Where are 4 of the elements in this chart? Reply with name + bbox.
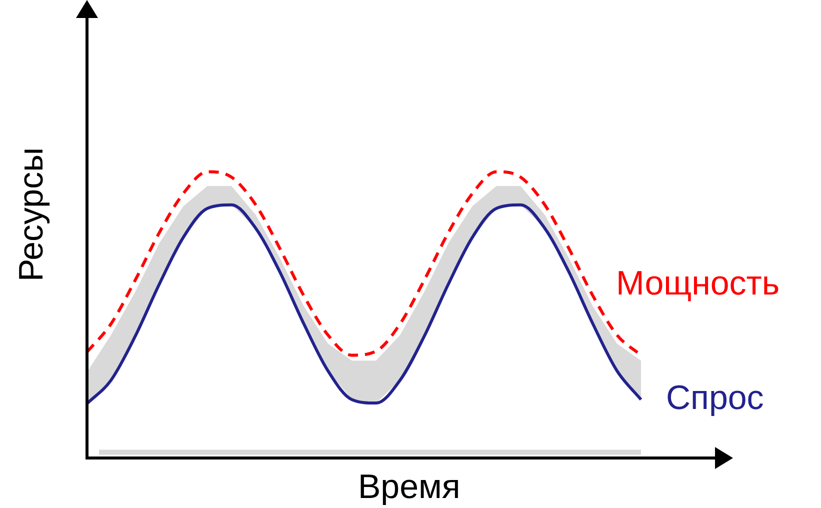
- series-label: Мощность: [616, 264, 780, 303]
- y-axis-title: Ресурсы: [12, 147, 52, 282]
- x-axis-title: Время: [358, 468, 460, 507]
- series-label: Спрос: [666, 378, 764, 417]
